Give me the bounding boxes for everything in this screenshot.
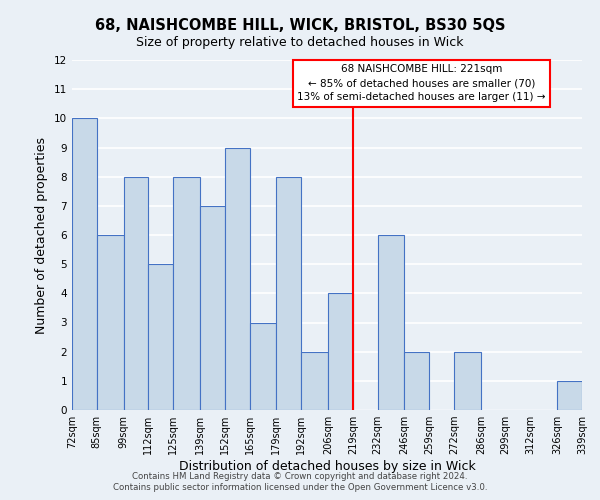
Bar — [225, 148, 250, 410]
Text: 68 NAISHCOMBE HILL: 221sqm
← 85% of detached houses are smaller (70)
13% of semi: 68 NAISHCOMBE HILL: 221sqm ← 85% of deta… — [298, 64, 546, 102]
Bar — [200, 206, 225, 410]
Bar — [557, 381, 582, 410]
X-axis label: Distribution of detached houses by size in Wick: Distribution of detached houses by size … — [179, 460, 475, 473]
Bar — [148, 264, 173, 410]
Text: Contains public sector information licensed under the Open Government Licence v3: Contains public sector information licen… — [113, 484, 487, 492]
Bar — [124, 176, 148, 410]
Bar — [173, 176, 200, 410]
Bar — [301, 352, 328, 410]
Bar — [328, 294, 353, 410]
Bar — [250, 322, 277, 410]
Bar — [404, 352, 429, 410]
Bar — [72, 118, 97, 410]
Bar — [377, 235, 404, 410]
Bar — [97, 235, 124, 410]
Y-axis label: Number of detached properties: Number of detached properties — [35, 136, 49, 334]
Bar — [454, 352, 481, 410]
Bar — [277, 176, 301, 410]
Text: 68, NAISHCOMBE HILL, WICK, BRISTOL, BS30 5QS: 68, NAISHCOMBE HILL, WICK, BRISTOL, BS30… — [95, 18, 505, 32]
Text: Size of property relative to detached houses in Wick: Size of property relative to detached ho… — [136, 36, 464, 49]
Text: Contains HM Land Registry data © Crown copyright and database right 2024.: Contains HM Land Registry data © Crown c… — [132, 472, 468, 481]
